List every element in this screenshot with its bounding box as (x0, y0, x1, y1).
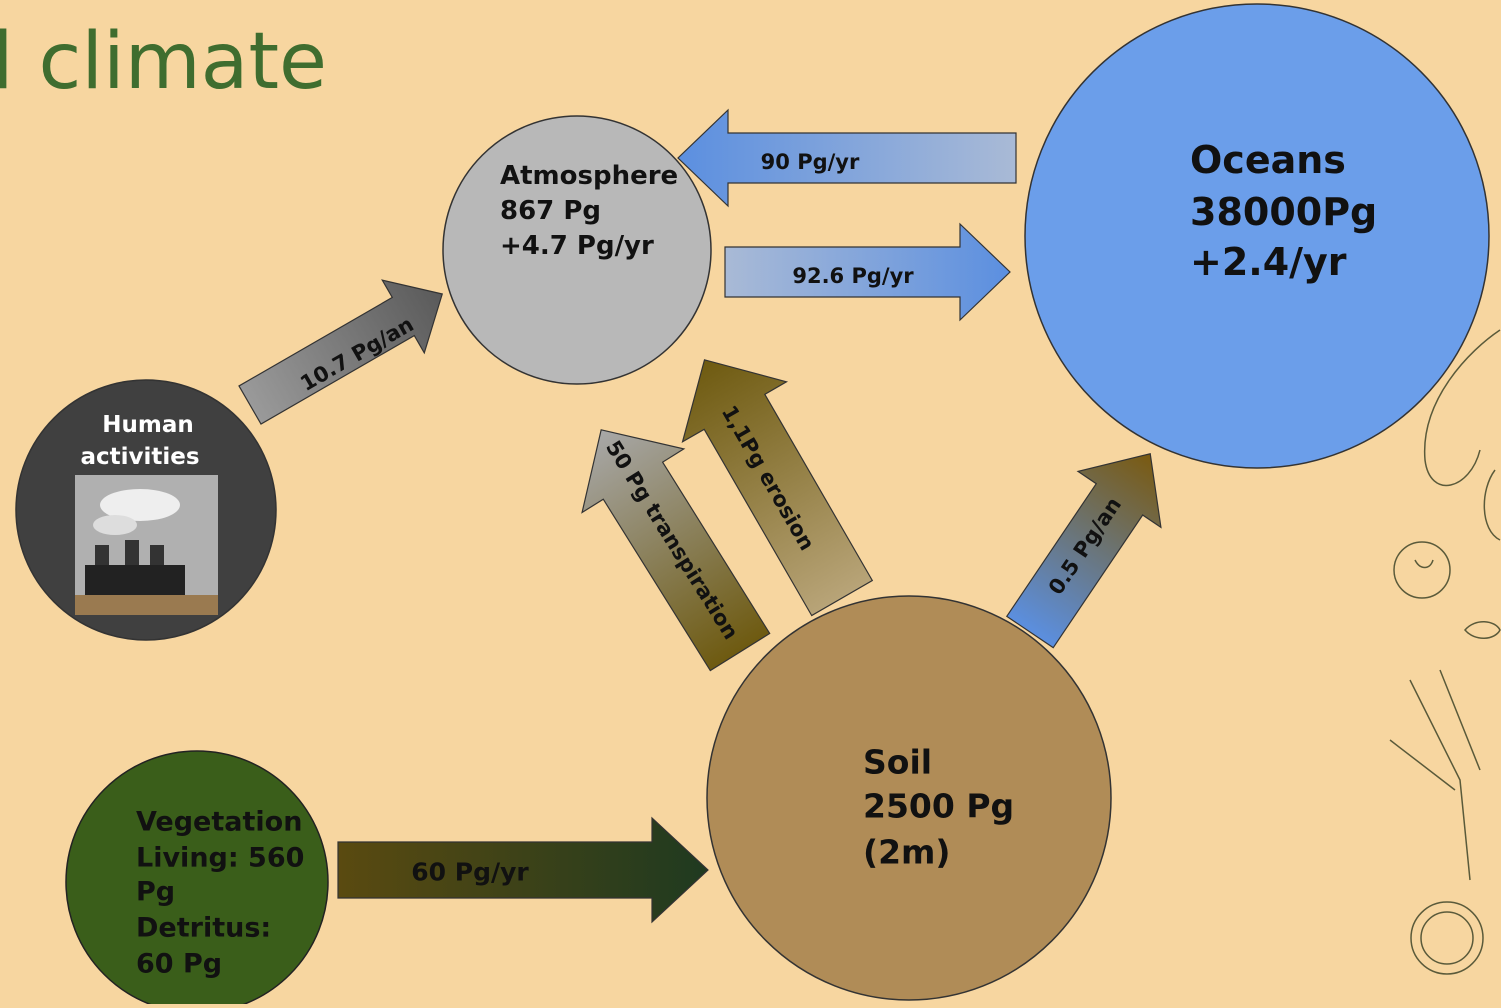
flow-label: 60 Pg/yr (411, 858, 529, 887)
oceans-node (1024, 3, 1490, 469)
vegetation-node (65, 750, 329, 1008)
title: l climate (0, 17, 327, 107)
arrow (238, 279, 444, 425)
node-text: 38000Pg (1190, 190, 1377, 234)
soil-node (706, 595, 1112, 1001)
node-text: Soil (863, 743, 932, 782)
arrow (1005, 453, 1162, 649)
atmosphere-node (442, 115, 712, 385)
node-text: Atmosphere (500, 161, 678, 191)
arrow (337, 816, 709, 924)
node-text: Living: 560 (136, 843, 304, 874)
node-text: 2500 Pg (863, 787, 1014, 826)
flow-label: 90 Pg/yr (761, 150, 860, 174)
node-text: 867 Pg (500, 196, 601, 226)
arrow (677, 108, 1017, 208)
node-text: Human (102, 412, 193, 438)
flow-label: 50 Pg transpiration (601, 436, 743, 643)
node-text: 60 Pg (136, 949, 222, 980)
arrow (681, 359, 874, 617)
node-text: +4.7 Pg/yr (500, 231, 654, 261)
node-text: Pg (136, 877, 175, 908)
arrow (724, 222, 1011, 322)
decoration (1389, 329, 1501, 975)
arrows (238, 108, 1162, 924)
flow-label: 92.6 Pg/yr (792, 264, 914, 288)
factory-icon (75, 475, 218, 615)
node-text: Detritus: (136, 913, 271, 944)
node-text: +2.4/yr (1190, 240, 1347, 284)
arrow (581, 429, 771, 672)
node-text: (2m) (863, 833, 951, 872)
node-text: activities (80, 444, 199, 470)
node-text: Vegetation (136, 807, 302, 838)
node-text: Oceans (1190, 138, 1346, 182)
